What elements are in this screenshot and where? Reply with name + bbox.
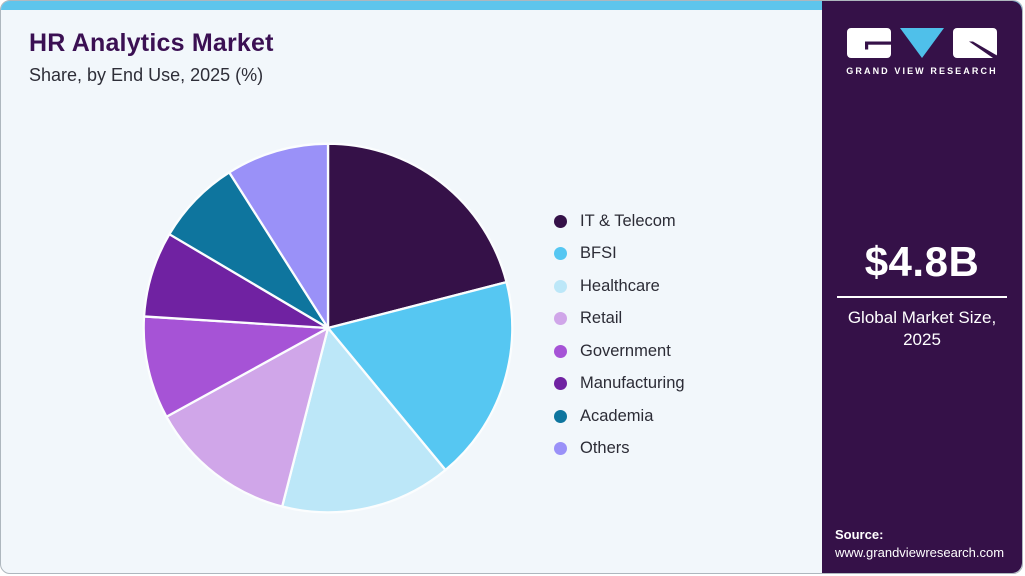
pie-slice-retail bbox=[165, 326, 330, 508]
legend-color-dot bbox=[554, 279, 567, 293]
legend-color-dot bbox=[554, 344, 567, 358]
logo-v-glyph bbox=[900, 28, 944, 58]
market-size-value: $4.8B bbox=[864, 238, 980, 285]
legend-label: Healthcare bbox=[580, 276, 660, 295]
legend-label: Government bbox=[580, 341, 671, 360]
legend-color-dot bbox=[554, 247, 567, 261]
brand-logo: GRAND VIEW RESEARCH bbox=[822, 26, 1022, 76]
source-label: Source: bbox=[835, 527, 884, 542]
legend-label: IT & Telecom bbox=[580, 211, 676, 230]
pie-slice-healthcare bbox=[281, 326, 447, 514]
source-block: Source: www.grandviewresearch.com bbox=[835, 527, 1004, 560]
legend-item: Others bbox=[554, 433, 685, 466]
pie-slice-others bbox=[228, 142, 330, 330]
source-url: www.grandviewresearch.com bbox=[835, 545, 1005, 560]
legend-item: IT & Telecom bbox=[554, 205, 685, 238]
pie-slice-government bbox=[142, 315, 330, 418]
legend-color-dot bbox=[554, 442, 567, 456]
pie-chart-svg bbox=[142, 142, 514, 514]
legend-label: BFSI bbox=[580, 244, 617, 263]
legend: IT & Telecom BFSI Healthcare Retail Governme… bbox=[554, 205, 685, 465]
legend-item: Manufacturing bbox=[554, 368, 685, 401]
header: HR Analytics Market Share, by End Use, 2… bbox=[29, 29, 274, 86]
legend-color-dot bbox=[554, 312, 567, 326]
market-size-divider bbox=[837, 296, 1007, 298]
pie-slice-it-telecom bbox=[326, 142, 508, 330]
legend-item: Retail bbox=[554, 303, 685, 336]
legend-label: Manufacturing bbox=[580, 374, 685, 393]
legend-color-dot bbox=[554, 214, 567, 228]
legend-label: Academia bbox=[580, 406, 654, 425]
sidebar: GRAND VIEW RESEARCH $4.8B Global Market … bbox=[822, 1, 1022, 573]
top-accent-bar bbox=[1, 1, 1022, 10]
market-size-block: $4.8B Global Market Size, 2025 bbox=[822, 238, 1022, 352]
market-size-label: Global Market Size, 2025 bbox=[847, 307, 997, 350]
legend-item: Healthcare bbox=[554, 270, 685, 303]
logo-g-glyph bbox=[847, 28, 891, 58]
page-title: HR Analytics Market bbox=[29, 29, 274, 57]
legend-item: Academia bbox=[554, 400, 685, 433]
legend-label: Others bbox=[580, 439, 630, 458]
page-subtitle: Share, by End Use, 2025 (%) bbox=[29, 65, 264, 85]
logo-r-glyph bbox=[953, 28, 997, 58]
brand-name: GRAND VIEW RESEARCH bbox=[846, 66, 998, 76]
pie-chart bbox=[137, 137, 519, 519]
legend-color-dot bbox=[554, 377, 567, 391]
legend-label: Retail bbox=[580, 309, 623, 328]
legend-item: BFSI bbox=[554, 238, 685, 271]
gvr-logo-icon bbox=[847, 28, 997, 58]
legend-color-dot bbox=[554, 409, 567, 423]
legend-item: Government bbox=[554, 335, 685, 368]
pie-slice-bfsi bbox=[326, 281, 514, 472]
